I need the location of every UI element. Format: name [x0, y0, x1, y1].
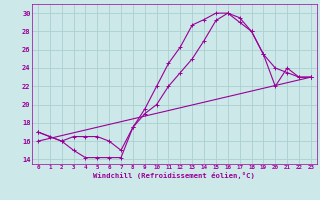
- X-axis label: Windchill (Refroidissement éolien,°C): Windchill (Refroidissement éolien,°C): [93, 172, 255, 179]
